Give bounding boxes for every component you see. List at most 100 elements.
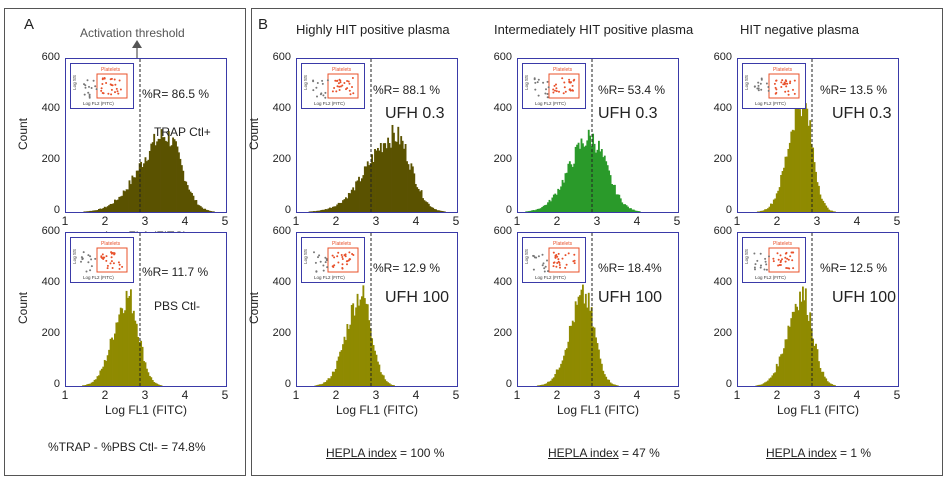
histogram-bin [121, 308, 124, 386]
x-tick-label: 1 [733, 388, 741, 402]
histogram-bin [375, 150, 378, 212]
histogram-bin [791, 311, 794, 386]
scatter-dot [765, 82, 768, 85]
scatter-dot [764, 257, 767, 260]
condition-label: UFH 100 [385, 289, 450, 306]
scatter-dot [778, 264, 781, 266]
histogram-bin [598, 140, 600, 212]
histogram-bin [614, 384, 616, 386]
histogram-bin [387, 382, 390, 386]
histogram-bin [157, 138, 160, 212]
histogram-bin [762, 210, 765, 212]
histogram-bin [102, 208, 105, 212]
histogram-bin [173, 139, 176, 212]
histogram-bin [111, 337, 113, 386]
hepla-index-value: = 100 % [396, 446, 445, 460]
histogram-bin [108, 349, 111, 386]
histogram-bin [202, 208, 205, 212]
scatter-dot [105, 259, 108, 262]
histogram-bin [118, 196, 121, 212]
scatter-dot [565, 263, 568, 266]
x-tick-label: 5 [221, 388, 229, 402]
scatter-dot [341, 84, 344, 87]
histogram-bin [536, 385, 539, 386]
histogram-bin [582, 284, 584, 386]
histogram-bin [819, 194, 822, 212]
histogram-bin [89, 210, 92, 212]
scatter-dot [341, 267, 344, 270]
histogram-bin [584, 145, 587, 212]
histogram-bin [98, 209, 100, 212]
column-title-high: Highly HIT positive plasma [296, 22, 450, 37]
scatter-dot [101, 78, 104, 81]
scatter-dot [100, 87, 103, 90]
histogram-bin [819, 367, 822, 386]
histogram-bin [90, 382, 93, 386]
histogram-bin [143, 361, 145, 386]
histogram-bin [330, 207, 333, 212]
histogram-bin [561, 360, 564, 386]
histogram-bin [535, 209, 538, 212]
x-tick-label: 4 [633, 214, 641, 228]
scatter-dot [89, 269, 92, 272]
histogram-bin [786, 156, 788, 212]
histogram-bin [816, 349, 819, 386]
histogram-bin [807, 125, 810, 212]
scatter-dot [784, 90, 787, 93]
histogram-bin [547, 202, 549, 212]
scatter-dot [348, 82, 351, 85]
scatter-dot [791, 251, 794, 254]
histogram-svg [756, 59, 836, 212]
histogram-bin [538, 385, 541, 386]
histogram-bin [577, 296, 580, 386]
histogram-bin [436, 210, 439, 212]
scatter-dot [349, 93, 352, 96]
histogram-bin [545, 204, 548, 212]
histogram-bin [544, 383, 547, 386]
histogram-bin [388, 383, 391, 386]
histogram-bin [100, 368, 103, 386]
scatter-dot [765, 263, 768, 266]
histogram-bin [583, 303, 586, 386]
scatter-dot [322, 94, 325, 97]
inset-gate-label: Platelets [332, 241, 352, 247]
histogram-bin [144, 362, 147, 386]
x-tick-label: 1 [733, 214, 741, 228]
histogram-bin [333, 371, 336, 386]
scatter-dot [789, 255, 792, 258]
histogram-bin [321, 209, 324, 212]
histogram-bin [820, 198, 823, 212]
scatter-dot [80, 256, 83, 259]
x-axis-label: Log FL1 (FITC) [777, 403, 860, 417]
histogram-bin [356, 293, 359, 386]
histogram-bin [570, 325, 573, 386]
histogram-bin [596, 149, 599, 212]
y-tick-label: 200 [41, 153, 60, 165]
histogram-bin [189, 191, 192, 212]
histogram-bin [526, 211, 529, 212]
y-tick-label: 600 [41, 51, 60, 63]
scatter-dot [537, 94, 540, 97]
scatter-dot [336, 85, 339, 88]
histogram-bin [115, 322, 118, 386]
scatter-dot [780, 81, 783, 84]
histogram-bin [390, 147, 392, 212]
histogram-bin [393, 132, 395, 212]
scatter-dot [343, 82, 346, 84]
histogram-bin [391, 384, 394, 386]
histogram-bin [377, 147, 379, 212]
histogram-bin [109, 203, 112, 212]
scatter-dot [81, 257, 84, 260]
histogram-bin [377, 361, 379, 386]
histogram-bin [111, 203, 113, 212]
histogram-bin [154, 382, 157, 386]
scatter-dot [118, 267, 121, 270]
scatter-dot [537, 78, 540, 81]
histogram-bin [423, 200, 426, 212]
histogram-bin [368, 165, 371, 212]
histogram-bin [390, 384, 392, 386]
y-tick-label: 600 [493, 51, 512, 63]
scatter-dot [555, 265, 558, 268]
histogram-bin [551, 378, 554, 386]
histogram-bin [310, 211, 312, 212]
